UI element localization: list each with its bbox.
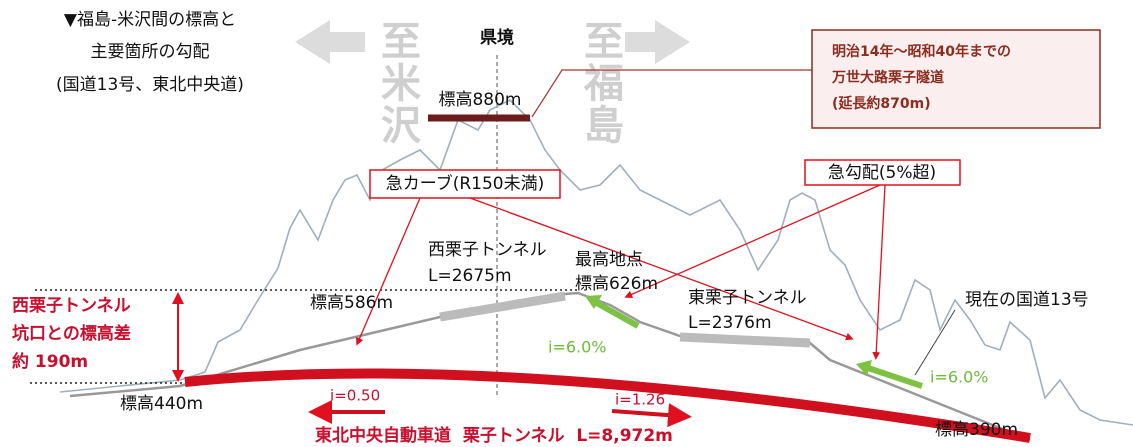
curve-callout: 急カーブ(R150未満): [386, 173, 545, 194]
title-line: ▼福島-米沢間の標高と: [64, 10, 236, 30]
old-tunnel-text: 万世大路栗子隧道: [831, 69, 944, 86]
difference-label: 坑口との標高差: [12, 323, 131, 344]
callout-line: [470, 198, 850, 338]
left-arrow: [295, 20, 365, 64]
east-tunnel-length: L=2376m: [688, 313, 772, 333]
title-line: (国道13号、東北中央道): [56, 75, 244, 95]
difference-label: 西栗子トンネル: [12, 296, 131, 316]
right-arrow: [625, 20, 690, 64]
title-line: 主要箇所の勾配: [91, 42, 210, 62]
summit: 最高地点: [575, 250, 643, 270]
difference-label: 約 190m: [12, 351, 88, 372]
east-tunnel: [680, 337, 810, 343]
direction-left: 至米沢: [374, 20, 421, 146]
highway-arrow: [612, 411, 680, 416]
gradient-arrow: [595, 302, 638, 326]
border-label: 県境: [480, 27, 514, 48]
gradient-label: i=6.0%: [548, 338, 607, 357]
west-tunnel-name: 西栗子トンネル: [428, 240, 547, 260]
start-elevation: 標高440m: [120, 394, 203, 414]
route-13-leader: [915, 310, 955, 375]
direction-right: 至福島: [577, 20, 625, 146]
west-tunnel: [440, 296, 565, 317]
route-13-label: 現在の国道13号: [965, 290, 1089, 310]
gradient-label: i=6.0%: [930, 368, 989, 387]
slope-callout: 急勾配(5%超): [828, 163, 936, 183]
callout-line: [358, 198, 420, 342]
west-tunnel-length: L=2675m: [428, 266, 512, 286]
callout-line: [532, 70, 812, 117]
diagram: ▼福島-米沢間の標高と 主要箇所の勾配 (国道13号、東北中央道) 至米沢 至福…: [0, 0, 1133, 447]
old-tunnel-text: 明治14年～昭和40年までの: [832, 43, 1011, 60]
old-tunnel-text: (延長約870m): [832, 95, 931, 112]
summit: 標高626m: [575, 274, 658, 294]
highway-gradient: i=1.26: [615, 391, 665, 409]
east-tunnel-name: 東栗子トンネル: [688, 288, 807, 308]
old-tunnel-elevation: 標高880m: [438, 90, 521, 110]
highway-gradient: i=0.50: [330, 387, 380, 405]
end-elevation: 標高390m: [935, 420, 1018, 440]
west-tunnel-elevation: 標高586m: [310, 293, 393, 313]
gradient-arrow: [868, 368, 922, 386]
callout-line: [628, 185, 880, 296]
highway-label: 東北中央自動車道 栗子トンネル L=8,972m: [315, 425, 673, 446]
